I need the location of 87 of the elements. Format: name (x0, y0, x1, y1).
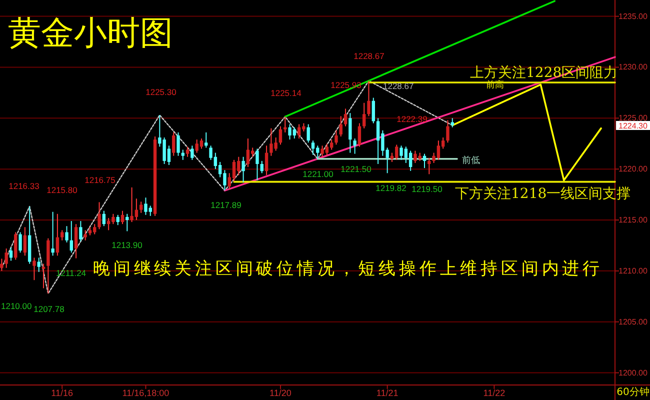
x-tick-label: 11/16,18:00 (122, 388, 170, 398)
annotation: 1225.14 (270, 88, 302, 98)
candlestick (65, 226, 68, 243)
candlestick (204, 132, 208, 148)
candlestick (37, 257, 40, 272)
candlestick (102, 210, 106, 227)
y-tick-label: 1230.00 (618, 62, 648, 72)
annotation: 1216.75 (84, 175, 116, 185)
annotation: 1228.67 (354, 51, 385, 61)
candlestick (14, 232, 18, 260)
annotation: 1228.67 (383, 81, 414, 91)
candlestick (362, 102, 366, 129)
x-tick-label: 11/22 (483, 388, 506, 398)
candlestick (56, 213, 60, 256)
candlestick (264, 145, 268, 176)
text: 60分钟 (616, 386, 650, 398)
annotation: 1222.39 (396, 114, 428, 124)
candlestick (18, 232, 22, 254)
candlestick (0, 258, 4, 272)
candlestick (339, 116, 342, 137)
candlestick (4, 248, 8, 268)
y-tick-label: 1210.00 (618, 266, 648, 276)
candlestick (181, 149, 184, 160)
candlestick (126, 213, 129, 232)
candlestick (256, 148, 259, 181)
candlestick (446, 120, 450, 144)
annotation: 1225.30 (146, 87, 177, 97)
candlestick (311, 140, 315, 156)
annotation: 1216.33 (8, 181, 40, 191)
candlestick (450, 118, 454, 128)
candlestick (79, 220, 82, 242)
annotation: 1207.78 (34, 304, 65, 314)
candlestick (306, 124, 310, 144)
candlestick (278, 126, 282, 146)
candlestick (190, 145, 194, 160)
text: 1224.30 (618, 121, 648, 130)
candlestick (176, 132, 180, 156)
annotation: 1221.00 (302, 169, 334, 179)
candlestick (32, 257, 36, 281)
candlestick (422, 153, 426, 169)
annotation: 1215.80 (46, 185, 78, 195)
candlestick (9, 247, 13, 262)
candlestick (408, 150, 412, 172)
x-tick-label: 11/16 (51, 388, 74, 398)
candlestick (84, 230, 87, 241)
annotation: 晚间继续关注区间破位情况，短线操作上维持区间内进行 (93, 259, 603, 279)
candlestick (367, 80, 370, 117)
candlestick (284, 116, 287, 133)
chart-title: 黄金小时图 (8, 13, 173, 52)
candlestick (51, 211, 54, 256)
x-tick-label: 11/20 (270, 388, 292, 398)
y-tick-label: 1225.00 (618, 114, 648, 123)
x-tick-label: 11/21 (376, 388, 398, 398)
candlestick (372, 97, 375, 124)
candlestick (70, 220, 73, 254)
annotation: 1219.50 (412, 184, 443, 194)
y-tick-label: 1215.00 (618, 216, 648, 224)
candlestick (172, 132, 176, 156)
annotation: 1225.93 (330, 80, 362, 90)
candlestick (358, 122, 362, 148)
candlestick (334, 130, 338, 146)
y-tick-label: 1220.00 (618, 164, 648, 174)
annotation: 1217.89 (210, 200, 242, 210)
annotation: 1210.00 (1, 301, 32, 311)
candlestick (246, 138, 250, 168)
candlestick (116, 214, 120, 226)
candlestick (330, 139, 334, 150)
candlestick (242, 156, 245, 183)
y-tick-label: 1235.00 (618, 12, 648, 21)
y-tick-label: 1200.00 (618, 368, 648, 378)
candlestick (260, 160, 264, 174)
candlestick (42, 263, 46, 289)
candlestick (60, 230, 64, 241)
candlestick (139, 201, 143, 214)
candlestick (120, 210, 124, 225)
y-tick-label: 1205.00 (618, 317, 648, 326)
candlestick (74, 224, 78, 259)
candlestick (186, 146, 190, 158)
candlestick (98, 202, 101, 230)
annotation: 1219.82 (376, 183, 407, 193)
annotation: 1213.90 (112, 240, 143, 250)
series-label: 前低 (462, 154, 480, 166)
candlestick (428, 157, 431, 175)
candlestick (23, 226, 27, 256)
candlestick (348, 112, 352, 154)
candlestick (353, 138, 356, 154)
candlestick (344, 108, 348, 127)
